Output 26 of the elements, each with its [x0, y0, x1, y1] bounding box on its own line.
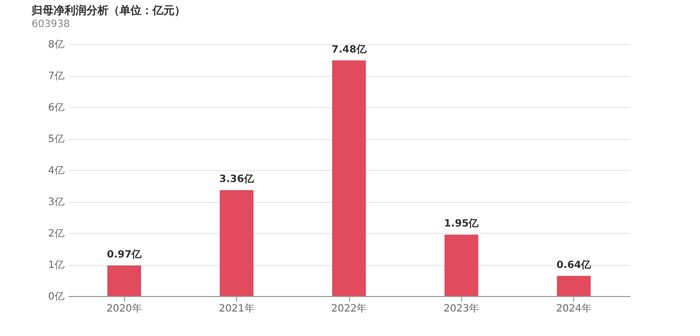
data-label: 0.64亿: [556, 258, 592, 271]
bar: [332, 60, 366, 296]
bar: [107, 265, 142, 296]
x-tick-label: 2023年: [444, 302, 480, 314]
bar: [444, 234, 478, 296]
y-tick-label: 0亿: [48, 292, 64, 302]
y-tick-label: 6亿: [48, 102, 64, 114]
data-label: 0.97亿: [106, 248, 143, 260]
data-label: 7.48亿: [332, 43, 368, 56]
data-label: 3.36亿: [219, 173, 255, 186]
bar: [220, 190, 254, 296]
x-tick-label: 2022年: [331, 302, 367, 314]
x-tick-label: 2021年: [218, 302, 254, 314]
y-tick-label: 3亿: [48, 197, 64, 208]
x-tick-label: 2020年: [106, 302, 142, 314]
chart-title: 归母净利润分析（单位：亿元）: [30, 4, 186, 17]
chart-subtitle: 603938: [32, 19, 70, 30]
y-tick-label: 4亿: [48, 166, 64, 176]
bar: [556, 276, 591, 296]
y-tick-label: 5亿: [48, 134, 64, 145]
y-tick-label: 7亿: [48, 71, 64, 82]
data-label: 1.95亿: [444, 218, 480, 230]
y-tick-label: 2亿: [48, 228, 64, 240]
y-tick-label: 8亿: [48, 40, 64, 50]
x-tick-label: 2024年: [556, 302, 592, 314]
y-tick-label: 1亿: [48, 260, 64, 271]
